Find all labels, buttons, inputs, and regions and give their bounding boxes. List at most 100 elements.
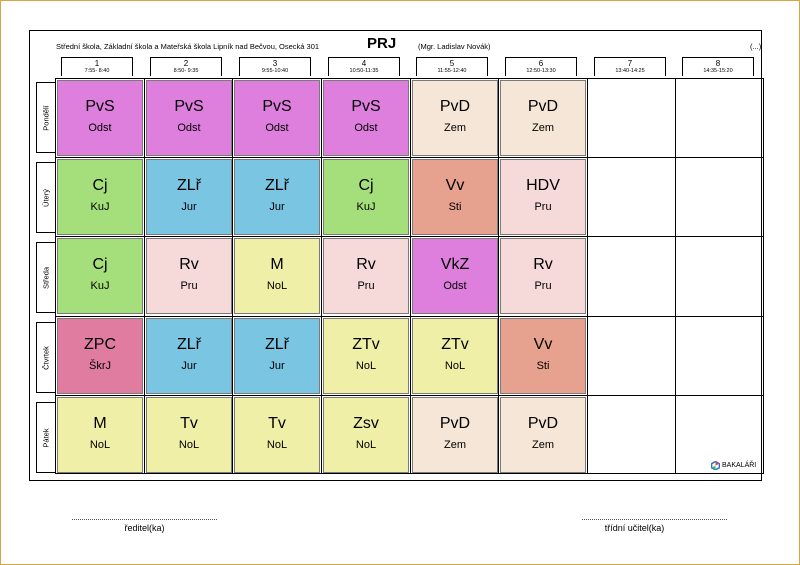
lesson-room: NoL	[266, 439, 288, 451]
period-header-2: 2 8:50- 9:35	[150, 57, 222, 76]
lesson-cell[interactable]: ZTv NoL	[412, 318, 498, 394]
lesson-room: NoL	[178, 439, 200, 451]
lesson-room: Jur	[269, 201, 285, 213]
lesson-cell[interactable]: VkZ Odst	[412, 238, 498, 314]
period-number: 3	[272, 59, 278, 68]
column-divider	[232, 78, 233, 474]
period-time: 13:40-14:25	[615, 68, 645, 74]
period-time: 7:55- 8:40	[84, 68, 110, 74]
row-divider	[55, 395, 764, 396]
lesson-cell[interactable]: ZLř Jur	[234, 318, 320, 394]
lesson-room: Pru	[534, 280, 552, 292]
lesson-room: Sti	[536, 360, 550, 372]
lesson-cell[interactable]: ZTv NoL	[323, 318, 409, 394]
lesson-room: KuJ	[356, 201, 376, 213]
lesson-subject: Tv	[180, 415, 198, 432]
lesson-cell[interactable]: Vv Sti	[500, 318, 586, 394]
class-teacher-signature-line	[582, 519, 727, 520]
lesson-cell[interactable]: Tv NoL	[234, 397, 320, 473]
lesson-room: Jur	[181, 360, 197, 372]
period-number: 5	[449, 59, 455, 68]
row-divider	[55, 157, 764, 158]
period-header-6: 6 12:50-13:30	[505, 57, 577, 76]
lesson-subject: Cj	[92, 256, 108, 273]
class-teacher: (Mgr. Ladislav Novák)	[418, 42, 491, 51]
lesson-room: NoL	[355, 360, 377, 372]
lesson-cell[interactable]: Rv Pru	[500, 238, 586, 314]
period-number: 6	[538, 59, 544, 68]
period-header-7: 7 13:40-14:25	[594, 57, 666, 76]
row-divider	[55, 236, 764, 237]
day-tab-4: Čtvrtek	[36, 322, 55, 394]
period-number: 4	[361, 59, 367, 68]
lesson-subject: PvS	[262, 98, 292, 115]
lesson-cell[interactable]: Zsv NoL	[323, 397, 409, 473]
lesson-room: Zem	[444, 122, 466, 134]
lesson-subject: HDV	[526, 177, 560, 194]
school-name: Střední škola, Základní škola a Mateřská…	[56, 42, 320, 51]
day-label: Čtvrtek	[41, 345, 51, 370]
column-divider	[587, 78, 588, 474]
more-indicator: (...)	[750, 42, 762, 51]
lesson-cell[interactable]: M NoL	[57, 397, 143, 473]
lesson-cell[interactable]: PvS Odst	[146, 80, 232, 156]
lesson-cell[interactable]: Rv Pru	[146, 238, 232, 314]
class-teacher-signature-label: třídní učitel(ka)	[604, 523, 665, 533]
column-divider	[321, 78, 322, 474]
lesson-subject: Vv	[445, 177, 465, 194]
period-header-4: 4 10:50-11:35	[328, 57, 400, 76]
lesson-subject: M	[270, 256, 284, 273]
lesson-cell[interactable]: PvS Odst	[57, 80, 143, 156]
lesson-cell[interactable]: PvD Zem	[500, 80, 586, 156]
row-divider	[55, 316, 764, 317]
lesson-subject: ZPC	[84, 336, 116, 353]
day-label: Středa	[41, 266, 51, 289]
lesson-cell[interactable]: PvD Zem	[412, 80, 498, 156]
day-label: Pátek	[41, 428, 51, 448]
column-divider	[410, 78, 411, 474]
lesson-cell[interactable]: ZLř Jur	[146, 159, 232, 235]
period-time: 8:50- 9:35	[173, 68, 199, 74]
period-header-8: 8 14:35-15:20	[682, 57, 754, 76]
lesson-cell[interactable]: Tv NoL	[146, 397, 232, 473]
lesson-room: KuJ	[90, 201, 110, 213]
lesson-room: Jur	[269, 360, 285, 372]
bakalari-logo-icon	[711, 461, 720, 470]
lesson-cell[interactable]: Rv Pru	[323, 238, 409, 314]
column-divider	[144, 78, 145, 474]
day-label: Úterý	[41, 188, 51, 207]
lesson-cell[interactable]: M NoL	[234, 238, 320, 314]
lesson-subject: ZLř	[265, 336, 289, 353]
lesson-subject: Cj	[358, 177, 374, 194]
lesson-room: KuJ	[90, 280, 110, 292]
lesson-subject: PvD	[527, 98, 559, 115]
lesson-room: Jur	[181, 201, 197, 213]
lesson-cell[interactable]: ZPC ŠkrJ	[57, 318, 143, 394]
period-time: 9:55-10:40	[261, 68, 289, 74]
lesson-cell[interactable]: HDV Pru	[500, 159, 586, 235]
lesson-cell[interactable]: PvS Odst	[323, 80, 409, 156]
lesson-cell[interactable]: Vv Sti	[412, 159, 498, 235]
lesson-cell[interactable]: ZLř Jur	[234, 159, 320, 235]
lesson-room: Zem	[444, 439, 466, 451]
period-number: 2	[183, 59, 189, 68]
lesson-room: Odst	[177, 122, 201, 134]
lesson-cell[interactable]: PvS Odst	[234, 80, 320, 156]
lesson-cell[interactable]: Cj KuJ	[323, 159, 409, 235]
lesson-cell[interactable]: PvD Zem	[500, 397, 586, 473]
lesson-room: Zem	[532, 122, 554, 134]
lesson-subject: Zsv	[353, 415, 379, 432]
bakalari-logo: BAKALÁŘI	[711, 461, 756, 470]
lesson-cell[interactable]: PvD Zem	[412, 397, 498, 473]
lesson-subject: Vv	[533, 336, 553, 353]
day-tab-1: Pondělí	[36, 82, 55, 154]
lesson-room: Odst	[265, 122, 289, 134]
lesson-cell[interactable]: Cj KuJ	[57, 238, 143, 314]
lesson-cell[interactable]: Cj KuJ	[57, 159, 143, 235]
lesson-room: ŠkrJ	[89, 360, 111, 372]
lesson-subject: Rv	[356, 256, 376, 273]
class-code: PRJ	[367, 35, 397, 52]
lesson-cell[interactable]: ZLř Jur	[146, 318, 232, 394]
lesson-room: NoL	[355, 439, 377, 451]
lesson-subject: ZLř	[177, 336, 201, 353]
